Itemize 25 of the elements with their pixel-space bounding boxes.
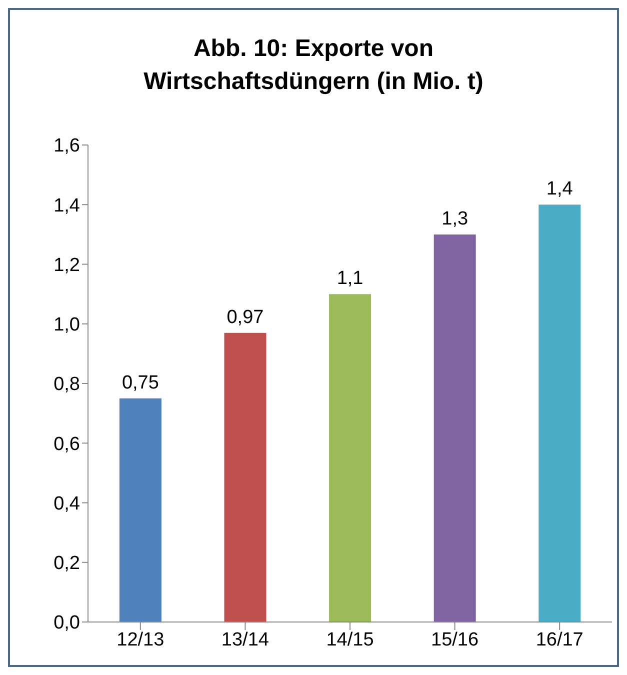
bar — [224, 332, 266, 622]
data-label: 0,97 — [226, 306, 264, 328]
chart-title: Abb. 10: Exporte von Wirtschaftsdüngern (in Mio. t) — [142, 34, 484, 97]
y-tick-label: 1,0 — [54, 314, 80, 336]
y-tick-label: 1,4 — [54, 195, 80, 216]
bar — [434, 234, 476, 622]
bar — [329, 294, 372, 622]
y-tick-label: 1,6 — [54, 136, 80, 157]
y-tick-label: 0,0 — [54, 612, 80, 634]
y-tick-label: 0,6 — [54, 434, 80, 455]
x-tick-label: 16/17 — [536, 629, 584, 650]
y-tick-label: 1,2 — [54, 254, 80, 276]
y-tick-label: 0,4 — [54, 493, 80, 514]
x-tick-label: 12/13 — [116, 629, 164, 650]
data-label: 1,4 — [546, 178, 574, 200]
bar — [538, 204, 581, 622]
bar — [119, 398, 162, 622]
y-tick-label: 0,8 — [54, 374, 80, 396]
x-tick-label: 14/15 — [326, 629, 374, 650]
x-tick-label: 15/16 — [431, 629, 479, 650]
data-label: 0,75 — [122, 372, 159, 394]
data-label: 1,3 — [442, 208, 468, 230]
data-label: 1,1 — [336, 268, 364, 290]
y-tick-label: 0,2 — [54, 553, 80, 574]
x-tick-label: 13/14 — [221, 629, 270, 650]
